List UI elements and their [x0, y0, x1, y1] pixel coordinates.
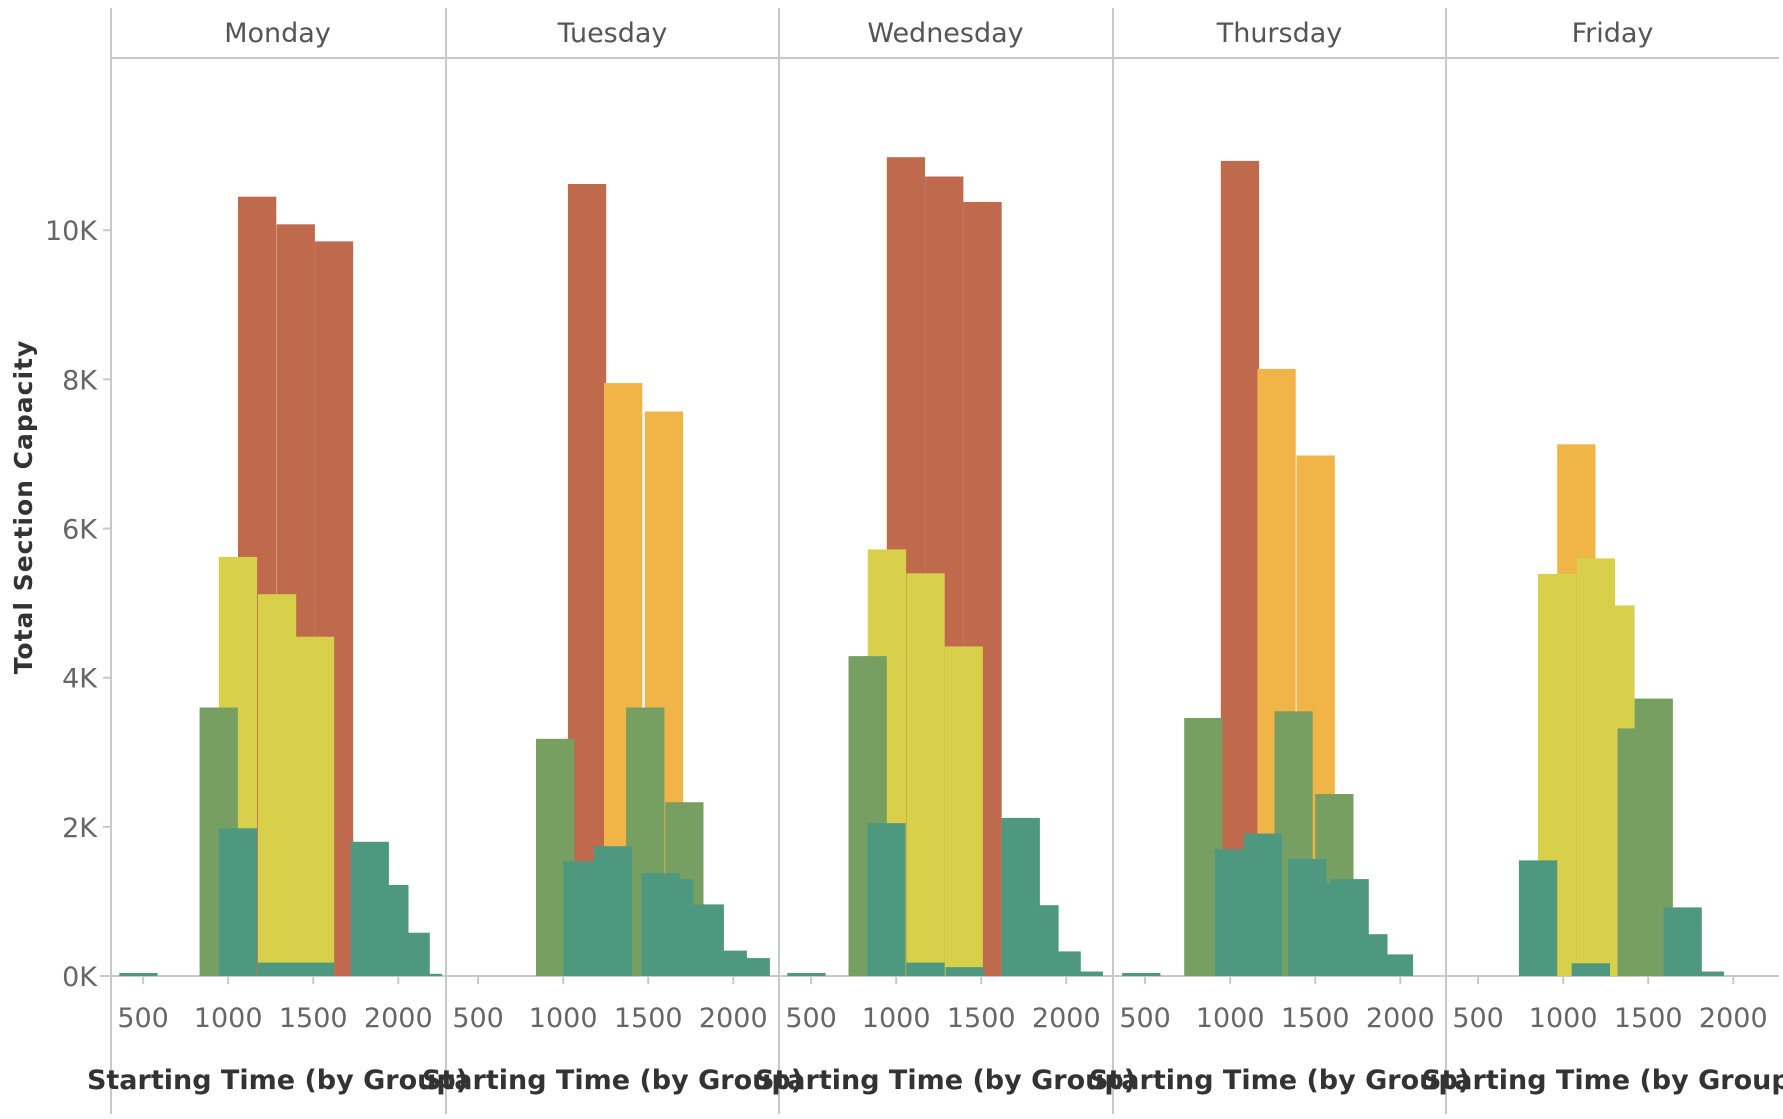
x-tick-label: 1000 — [1529, 1003, 1598, 1034]
bar — [1374, 954, 1414, 976]
x-tick-label: 1000 — [529, 1003, 598, 1034]
bar — [218, 828, 258, 976]
bar — [1663, 907, 1702, 976]
bar — [119, 973, 158, 976]
bar — [906, 573, 945, 976]
x-tick-label: 2000 — [1032, 1003, 1101, 1034]
x-tick-label: 1000 — [862, 1003, 931, 1034]
bar — [1122, 973, 1161, 976]
bar — [1064, 971, 1103, 976]
bar — [945, 967, 984, 976]
y-tick-label: 6K — [62, 515, 98, 546]
bar — [787, 973, 826, 976]
bar — [391, 932, 430, 976]
x-tick-label: 2000 — [364, 1003, 433, 1034]
bar — [418, 973, 442, 976]
bar — [731, 958, 770, 976]
facet-header-label: Thursday — [1216, 18, 1343, 49]
x-tick-label: 500 — [452, 1003, 504, 1034]
facet-header-label: Monday — [224, 18, 331, 49]
x-tick-label: 1000 — [1196, 1003, 1265, 1034]
y-tick-label: 4K — [62, 664, 98, 695]
facet-header-label: Wednesday — [867, 18, 1023, 49]
y-tick-label: 8K — [62, 365, 98, 396]
x-axis-title: Starting Time (by Group) — [755, 1065, 1136, 1096]
bar — [563, 861, 602, 976]
panel-bars-friday — [1518, 444, 1724, 976]
bar — [1214, 849, 1254, 976]
panel-bars-wednesday — [787, 157, 1103, 976]
bar — [1685, 971, 1724, 976]
bar — [295, 962, 335, 976]
facet-header-label: Tuesday — [557, 18, 668, 49]
x-tick-label: 1500 — [1614, 1003, 1683, 1034]
panel-bars-monday — [119, 196, 442, 977]
panel-bars-tuesday — [536, 184, 770, 977]
bar — [1571, 963, 1610, 976]
x-tick-label: 2000 — [699, 1003, 768, 1034]
x-tick-label: 1500 — [1281, 1003, 1350, 1034]
x-tick-label: 500 — [1452, 1003, 1504, 1034]
x-axis-title: Starting Time (by Group) — [1422, 1065, 1783, 1096]
bar — [867, 823, 906, 976]
x-tick-label: 500 — [117, 1003, 169, 1034]
bar — [295, 636, 335, 976]
x-tick-label: 1500 — [279, 1003, 348, 1034]
bar — [1301, 883, 1340, 976]
y-tick-label: 2K — [62, 813, 98, 844]
x-axis-title: Starting Time (by Group) — [422, 1065, 803, 1096]
axes-layer — [103, 229, 1735, 984]
facet-header-label: Friday — [1572, 18, 1654, 49]
x-tick-label: 500 — [785, 1003, 837, 1034]
y-tick-label: 10K — [45, 216, 98, 247]
bar — [1518, 860, 1558, 976]
bar — [944, 646, 983, 976]
x-tick-label: 500 — [1119, 1003, 1171, 1034]
y-tick-label: 0K — [62, 962, 98, 993]
x-tick-label: 2000 — [1699, 1003, 1768, 1034]
bar — [257, 962, 297, 976]
bar — [257, 594, 297, 976]
y-axis-title: Total Section Capacity — [9, 340, 38, 675]
bars-layer — [119, 157, 1724, 977]
x-tick-label: 1000 — [194, 1003, 263, 1034]
x-axis-title: Starting Time (by Group) — [1089, 1065, 1470, 1096]
x-tick-label: 1500 — [947, 1003, 1016, 1034]
x-tick-label: 1500 — [614, 1003, 683, 1034]
bar — [906, 962, 945, 976]
panel-bars-thursday — [1122, 160, 1414, 976]
bar — [1617, 728, 1656, 976]
labels-layer: 0K 2K 4K 6K 8K 10K Monday 500 1000 1500 2000 Starti… — [45, 18, 1783, 1096]
x-tick-label: 2000 — [1366, 1003, 1435, 1034]
x-axis-title: Starting Time (by Group) — [87, 1065, 468, 1096]
